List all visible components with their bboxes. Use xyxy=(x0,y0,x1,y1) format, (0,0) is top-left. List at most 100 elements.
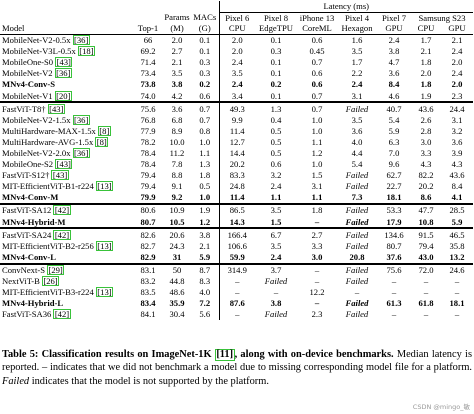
citation[interactable]: [18] xyxy=(77,46,96,57)
model-cell: MobileOne-S2 [43] xyxy=(0,159,133,170)
value-cell: 8.3 xyxy=(191,275,220,287)
value-cell: 24.4 xyxy=(441,101,474,115)
value-cell: 11.4 xyxy=(229,125,245,136)
value-cell: 0.5 xyxy=(270,147,282,158)
value-cell: 11.4 xyxy=(229,192,245,203)
model-cell: MobileNet-V2-2.0x [36] xyxy=(0,147,133,159)
value-cell: 1.8 xyxy=(297,203,337,217)
value-cell: 69.2 xyxy=(140,46,156,57)
table-row: MobileNet-V2-1.5x [36] 76.8 6.8 0.7 9.9 0.4 1.0… xyxy=(0,114,473,126)
value-cell: 80.6 xyxy=(133,203,163,217)
value-cell: 1.1 xyxy=(191,147,220,159)
citation[interactable]: [36] xyxy=(54,68,72,79)
citation[interactable]: [11] xyxy=(214,349,235,361)
citation[interactable]: [36] xyxy=(72,35,90,46)
value-cell: – xyxy=(391,276,397,286)
value-cell: 82.2 xyxy=(418,170,434,181)
value-cell: 7.3 xyxy=(351,192,363,203)
value-cell: 79.4 xyxy=(140,181,156,192)
model-cell: MobileNet-V1 [20] xyxy=(0,90,133,102)
citation[interactable]: [42] xyxy=(53,205,71,216)
value-cell: 166.4 xyxy=(219,227,255,241)
model-name: MobileNet-V3L-0.5x xyxy=(2,46,76,57)
citation[interactable]: [42] xyxy=(53,229,71,240)
value-cell: 50 xyxy=(163,262,191,276)
value-cell: – xyxy=(235,276,240,286)
model-name: MNv4-Conv-L xyxy=(2,251,56,262)
table-row: FastViT-SA12 [42] 80.6 10.9 1.9 86.5 3.5 1.8 Fai… xyxy=(0,203,474,217)
value-cell: 61.3 xyxy=(386,298,402,309)
value-cell: 1.0 xyxy=(311,125,323,136)
value-cell: 46.5 xyxy=(441,227,474,241)
value-cell: 5.9 xyxy=(191,251,220,264)
value-cell: 5.9 xyxy=(451,216,463,227)
citation[interactable]: [29] xyxy=(46,264,65,275)
model-cell: MIT-EfficientViT-B1-r224 [13] xyxy=(0,181,133,192)
value-cell: 72.0 xyxy=(411,262,441,276)
value-cell: 3.3 xyxy=(311,240,323,251)
value-cell: 2.4 xyxy=(451,46,463,57)
value-cell: 59.9 xyxy=(229,251,245,262)
table-row: MIT-EfficientViT-B1-r224 [13] 79.4 9.1 0.5 24… xyxy=(0,181,473,193)
value-cell: 0.1 xyxy=(270,57,282,68)
citation[interactable]: [42] xyxy=(53,309,71,320)
caption-text: Median latency is reported. – indicates … xyxy=(2,349,472,374)
unit-header: Hexagon xyxy=(337,23,377,35)
value-cell: 5.4 xyxy=(351,159,363,170)
citation[interactable]: [13] xyxy=(95,181,114,192)
citation[interactable]: [20] xyxy=(54,90,72,101)
header-row: Params MACs Pixel 6 Pixel 8 iPhone 13 Pixel 4… xyxy=(0,12,473,24)
model-name: FastViT-SA36 xyxy=(2,309,52,320)
model-name: FastViT-SA24 xyxy=(2,229,52,240)
citation[interactable]: [36] xyxy=(72,147,90,158)
citation[interactable]: [8] xyxy=(95,136,109,147)
citation[interactable]: [13] xyxy=(95,287,114,298)
citation[interactable]: [8] xyxy=(97,125,111,136)
unit-header: GPU xyxy=(441,23,474,35)
citation[interactable]: [43] xyxy=(55,159,73,170)
value-cell: 82.7 xyxy=(140,240,156,251)
model-name: MobileNet-V2 xyxy=(2,68,53,79)
value-cell: 6.7 xyxy=(255,227,297,241)
model-cell: MNv4-Conv-S xyxy=(0,79,133,90)
model-cell: MultiHardware-MAX-1.5x [8] xyxy=(0,125,133,137)
value-cell: 74.0 xyxy=(140,90,156,101)
value-cell: 2.7 xyxy=(297,227,337,241)
model-name: MultiHardware-AVG-1.5x xyxy=(2,136,94,147)
value-cell: 2.0 xyxy=(451,79,463,90)
value-cell: 0.1 xyxy=(270,35,282,46)
value-cell: 2.0 xyxy=(420,68,432,79)
value-cell: 0.3 xyxy=(191,68,220,80)
table-row: MobileNet-V3L-0.5x [18] 69.2 2.7 0.1 2.0 0.3 0.… xyxy=(0,45,473,57)
model-cell: FastViT-SA24 [42] xyxy=(0,227,133,241)
device-header: iPhone 13 xyxy=(299,12,335,23)
value-cell: 1.0 xyxy=(191,136,220,148)
value-cell: 3.6 xyxy=(451,136,463,147)
citation[interactable]: [36] xyxy=(72,114,90,125)
value-cell: 83.2 xyxy=(140,276,156,286)
value-cell: 14.3 xyxy=(229,216,245,227)
value-cell: 1.2 xyxy=(311,147,323,158)
value-cell: 0.1 xyxy=(270,90,282,101)
citation[interactable]: [43] xyxy=(55,57,73,68)
citation[interactable]: [13] xyxy=(95,240,114,251)
value-cell: 2.8 xyxy=(420,125,432,136)
value-cell: 0.5 xyxy=(270,136,282,147)
value-cell: 86.5 xyxy=(219,203,255,217)
header-row: Model Top-1 (M) (G) CPU EdgeTPU CoreML Hexagon G… xyxy=(0,23,474,35)
value-cell: 2.1 xyxy=(420,46,432,57)
citation[interactable]: [43] xyxy=(47,103,65,114)
value-cell: 1.1 xyxy=(311,136,323,147)
value-cell: 4.7 xyxy=(388,57,400,68)
citation[interactable]: [26] xyxy=(41,276,60,286)
value-cell: 22.7 xyxy=(386,181,402,192)
citation[interactable]: [43] xyxy=(51,170,69,181)
table-row: MultiHardware-AVG-1.5x [8] 78.2 10.0 1.0 12.7… xyxy=(0,136,473,148)
value-cell: Failed xyxy=(345,181,369,192)
device-header: Pixel 8 xyxy=(263,12,289,23)
value-cell: 3.5 xyxy=(171,68,183,79)
value-cell: 1.3 xyxy=(255,101,297,115)
value-cell: 1.2 xyxy=(191,216,220,229)
value-cell: 10.5 xyxy=(169,216,185,227)
value-cell: 0.7 xyxy=(297,101,337,115)
